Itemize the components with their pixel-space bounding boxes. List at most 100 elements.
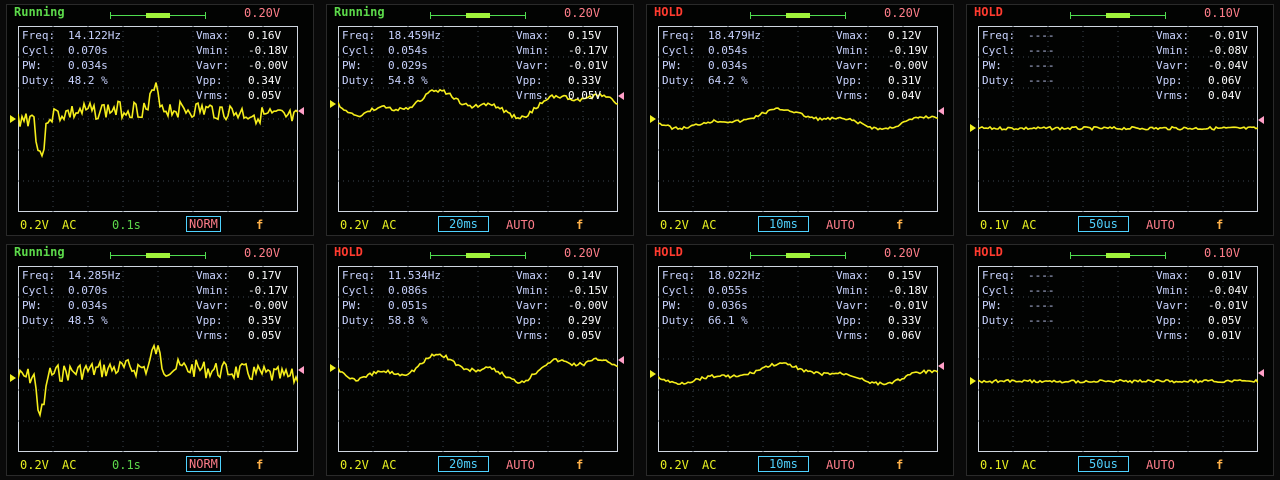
falling-edge-icon[interactable]: f	[896, 458, 904, 472]
trigger-position-bar[interactable]	[1070, 12, 1166, 19]
readout-label: Vavr:	[836, 299, 870, 312]
falling-edge-icon[interactable]: f	[576, 218, 584, 232]
readout-label: Vavr:	[1156, 59, 1190, 72]
trigger-position-slider[interactable]	[786, 253, 810, 258]
coupling-mode[interactable]: AC	[1022, 218, 1037, 232]
trigger-mode[interactable]: NORM	[186, 456, 221, 472]
readout-label: PW:	[982, 59, 1002, 72]
volts-per-div[interactable]: 0.2V	[20, 458, 49, 472]
readout-label: Vrms:	[836, 89, 870, 102]
readout-value: ----	[1028, 59, 1055, 72]
volts-per-div[interactable]: 0.2V	[340, 458, 369, 472]
timebase[interactable]: 0.1s	[112, 218, 141, 232]
trigger-mode[interactable]: AUTO	[506, 458, 535, 472]
readout-row-freq: Freq: ----	[982, 268, 1055, 283]
trigger-position-slider[interactable]	[466, 13, 490, 18]
timebase[interactable]: 50us	[1078, 456, 1129, 472]
falling-edge-icon[interactable]: f	[256, 218, 264, 232]
trigger-position-slider[interactable]	[1106, 13, 1130, 18]
settings-bar: 0.1V AC 50us AUTO f	[960, 456, 1280, 476]
falling-edge-icon[interactable]: f	[256, 458, 264, 472]
trigger-position-bar[interactable]	[110, 252, 206, 259]
volts-per-div[interactable]: 0.1V	[980, 218, 1009, 232]
trigger-bar-right-tick	[525, 12, 526, 19]
coupling-mode[interactable]: AC	[702, 458, 717, 472]
readout-label: Vavr:	[836, 59, 870, 72]
timebase[interactable]: 50us	[1078, 216, 1129, 232]
coupling-mode[interactable]: AC	[62, 458, 77, 472]
readout-row-vpp: Vpp: 0.31V	[836, 73, 928, 88]
readout-label: Vavr:	[196, 59, 230, 72]
falling-edge-icon[interactable]: f	[576, 458, 584, 472]
trigger-position-bar[interactable]	[430, 252, 526, 259]
trigger-position-bar[interactable]	[1070, 252, 1166, 259]
trigger-mode[interactable]: AUTO	[826, 218, 855, 232]
trigger-position-slider[interactable]	[466, 253, 490, 258]
trigger-position-bar[interactable]	[750, 252, 846, 259]
readout-label: Freq:	[22, 269, 56, 282]
trigger-mode[interactable]: AUTO	[1146, 458, 1175, 472]
trigger-mode[interactable]: NORM	[186, 216, 221, 232]
trigger-position-bar[interactable]	[430, 12, 526, 19]
volts-per-div[interactable]: 0.1V	[980, 458, 1009, 472]
run-status: Running	[334, 5, 385, 19]
readout-row-vrms: Vrms: 0.06V	[836, 328, 928, 343]
falling-edge-icon[interactable]: f	[896, 218, 904, 232]
readout-label: Freq:	[342, 269, 376, 282]
readout-row-vmax: Vmax: -0.01V	[1156, 28, 1248, 43]
trigger-position-slider[interactable]	[146, 13, 170, 18]
trigger-position-bar[interactable]	[110, 12, 206, 19]
volts-per-div[interactable]: 0.2V	[20, 218, 49, 232]
coupling-mode[interactable]: AC	[1022, 458, 1037, 472]
readout-value: 0.34V	[248, 74, 282, 87]
trigger-position-slider[interactable]	[786, 13, 810, 18]
readout-label: Vrms:	[196, 329, 230, 342]
readout-row-pw: PW: ----	[982, 298, 1055, 313]
readout-value: 0.17V	[248, 269, 282, 282]
readout-row-cycl: Cycl: ----	[982, 283, 1055, 298]
coupling-mode[interactable]: AC	[382, 218, 397, 232]
falling-edge-icon[interactable]: f	[1216, 218, 1224, 232]
trigger-mode[interactable]: AUTO	[506, 218, 535, 232]
readout-row-cycl: Cycl: 0.070s	[22, 43, 121, 58]
timebase[interactable]: 20ms	[438, 456, 489, 472]
readout-value: 0.051s	[388, 299, 428, 312]
trigger-position-bar[interactable]	[750, 12, 846, 19]
trigger-mode[interactable]: AUTO	[1146, 218, 1175, 232]
trigger-position-slider[interactable]	[1106, 253, 1130, 258]
volts-per-div[interactable]: 0.2V	[660, 458, 689, 472]
timebase[interactable]: 10ms	[758, 216, 809, 232]
trigger-bar-left-tick	[110, 252, 111, 259]
run-status: HOLD	[974, 245, 1003, 259]
readout-value: 66.1 %	[708, 314, 748, 327]
screen-bezel	[6, 244, 314, 476]
readout-label: Vmax:	[516, 269, 550, 282]
volts-per-div[interactable]: 0.2V	[660, 218, 689, 232]
timebase[interactable]: 10ms	[758, 456, 809, 472]
coupling-mode[interactable]: AC	[382, 458, 397, 472]
coupling-mode[interactable]: AC	[62, 218, 77, 232]
readout-row-pw: PW: 0.034s	[22, 58, 121, 73]
readout-label: Cycl:	[22, 284, 56, 297]
timebase[interactable]: 20ms	[438, 216, 489, 232]
readout-label: Vmin:	[1156, 284, 1190, 297]
coupling-mode[interactable]: AC	[702, 218, 717, 232]
falling-edge-icon[interactable]: f	[1216, 458, 1224, 472]
readout-row-vmin: Vmin: -0.18V	[836, 283, 928, 298]
trigger-position-slider[interactable]	[146, 253, 170, 258]
readout-label: Vmin:	[516, 44, 550, 57]
voltage-readout: Vmax: 0.17V Vmin: -0.17V Vavr: -0.00V Vpp: 0.35…	[196, 268, 288, 343]
readout-value: -0.01V	[888, 299, 928, 312]
volts-per-div[interactable]: 0.2V	[340, 218, 369, 232]
readout-value: 0.070s	[68, 44, 108, 57]
readout-label: Duty:	[342, 74, 376, 87]
timebase[interactable]: 0.1s	[112, 458, 141, 472]
readout-row-freq: Freq: 18.459Hz	[342, 28, 441, 43]
readout-row-vmin: Vmin: -0.15V	[516, 283, 608, 298]
readout-label: PW:	[22, 59, 42, 72]
readout-value: 0.05V	[568, 89, 602, 102]
readout-label: Duty:	[662, 314, 696, 327]
trigger-bar-left-tick	[750, 252, 751, 259]
readout-row-freq: Freq: 18.479Hz	[662, 28, 761, 43]
trigger-mode[interactable]: AUTO	[826, 458, 855, 472]
